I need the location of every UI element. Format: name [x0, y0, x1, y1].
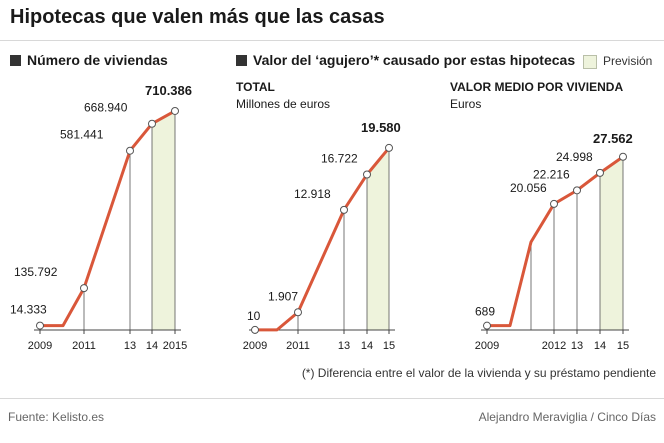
x-tick-label: 2015 — [163, 340, 187, 352]
data-label: 22.216 — [533, 167, 570, 181]
x-tick-label: 2009 — [243, 340, 267, 352]
section-title: Valor del ‘agujero’* causado por estas h… — [253, 52, 576, 68]
data-point — [294, 308, 302, 317]
data-label: 581.441 — [60, 128, 104, 142]
section-header-agujero: Valor del ‘agujero’* causado por estas h… — [236, 52, 575, 68]
forecast-area — [600, 156, 623, 330]
data-label: 668.940 — [84, 101, 128, 115]
data-point — [126, 146, 134, 155]
data-label: 20.056 — [510, 181, 547, 195]
data-label: 19.580 — [361, 120, 401, 135]
credit-text: Alejandro Meraviglia / Cinco Días — [478, 410, 656, 424]
x-tick-label: 2009 — [475, 340, 499, 352]
data-label: 710.386 — [145, 83, 192, 98]
chart-title: Hipotecas que valen más que las casas — [10, 6, 385, 28]
data-point — [550, 199, 558, 208]
x-tick-label: 2012 — [542, 340, 566, 352]
data-point — [148, 119, 156, 128]
forecast-area — [367, 147, 389, 330]
data-point — [596, 168, 604, 177]
data-point — [251, 325, 259, 334]
series-line — [255, 146, 391, 332]
x-tick-label: 2011 — [286, 340, 310, 352]
source-text: Fuente: Kelisto.es — [8, 410, 105, 424]
x-tick-label: 14 — [146, 340, 158, 352]
data-point — [483, 321, 491, 330]
data-label: 14.333 — [10, 303, 47, 317]
section-marker-icon — [236, 55, 247, 66]
data-label: 10 — [247, 309, 261, 323]
data-label: 135.792 — [14, 265, 58, 279]
title-divider — [0, 40, 664, 41]
data-point — [36, 321, 44, 330]
forecast-legend-swatch — [583, 55, 597, 69]
series-line — [40, 109, 176, 328]
data-point — [80, 284, 88, 293]
data-label: 27.562 — [593, 131, 633, 146]
x-tick-label: 15 — [383, 340, 395, 352]
x-tick-label: 13 — [571, 340, 583, 352]
data-point — [385, 143, 393, 152]
x-tick-label: 13 — [124, 340, 136, 352]
data-label: 1.907 — [268, 289, 298, 303]
chart2-unit: Millones de euros — [236, 97, 331, 111]
x-tick-label: 14 — [594, 340, 606, 352]
data-point — [573, 186, 581, 195]
data-label: 16.722 — [321, 151, 358, 165]
forecast-legend-label: Previsión — [603, 54, 653, 68]
data-label: 12.918 — [294, 187, 331, 201]
chart3-label: VALOR MEDIO POR VIVIENDA — [450, 80, 624, 94]
x-tick-label: 2009 — [28, 340, 52, 352]
x-tick-label: 2011 — [72, 340, 96, 352]
chart3-unit: Euros — [450, 97, 482, 111]
x-tick-label: 15 — [617, 340, 629, 352]
data-point — [340, 205, 348, 214]
chart2-label: TOTAL — [236, 80, 275, 94]
data-point — [619, 152, 627, 161]
footer-divider — [0, 398, 664, 399]
section-title: Número de viviendas — [27, 52, 168, 68]
section-marker-icon — [10, 55, 21, 66]
section-header-viviendas: Número de viviendas — [10, 52, 168, 68]
footnote: (*) Diferencia entre el valor de la vivi… — [301, 366, 656, 380]
x-tick-label: 13 — [338, 340, 350, 352]
data-label: 689 — [475, 305, 495, 319]
x-tick-label: 14 — [361, 340, 373, 352]
data-point — [171, 106, 179, 115]
data-label: 24.998 — [556, 150, 593, 164]
data-point — [363, 170, 371, 179]
forecast-area — [152, 110, 175, 330]
